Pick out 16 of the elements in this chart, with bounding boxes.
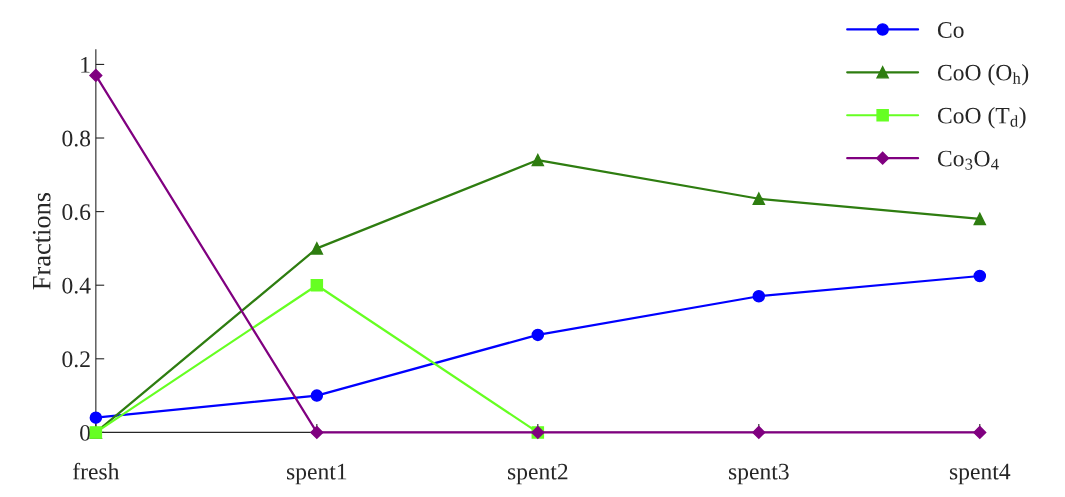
x-tick-label: spent4 — [949, 463, 1011, 485]
y-tick-label: 0.4 — [62, 277, 91, 294]
legend-label: Co$_{3}$O$_{4}$ — [937, 150, 999, 170]
x-tick-label: spent3 — [728, 463, 789, 485]
x-tick-label: fresh — [72, 462, 120, 480]
legend-label: CoO (T$_{d}$) — [937, 106, 1026, 129]
y-tick-label: 0 — [80, 424, 91, 441]
y-tick-label: 0.6 — [62, 204, 91, 221]
x-tick-label: spent2 — [507, 463, 568, 485]
y-axis-title: Fractions — [32, 192, 51, 290]
legend-label: CoO (O$_{h}$) — [937, 64, 1029, 86]
y-tick-label: 1 — [81, 57, 90, 73]
x-tick-label: spent1 — [286, 463, 347, 485]
y-tick-label: 0.8 — [62, 130, 91, 147]
y-tick-label: 0.2 — [62, 351, 90, 368]
legend-label: Co — [937, 22, 964, 38]
